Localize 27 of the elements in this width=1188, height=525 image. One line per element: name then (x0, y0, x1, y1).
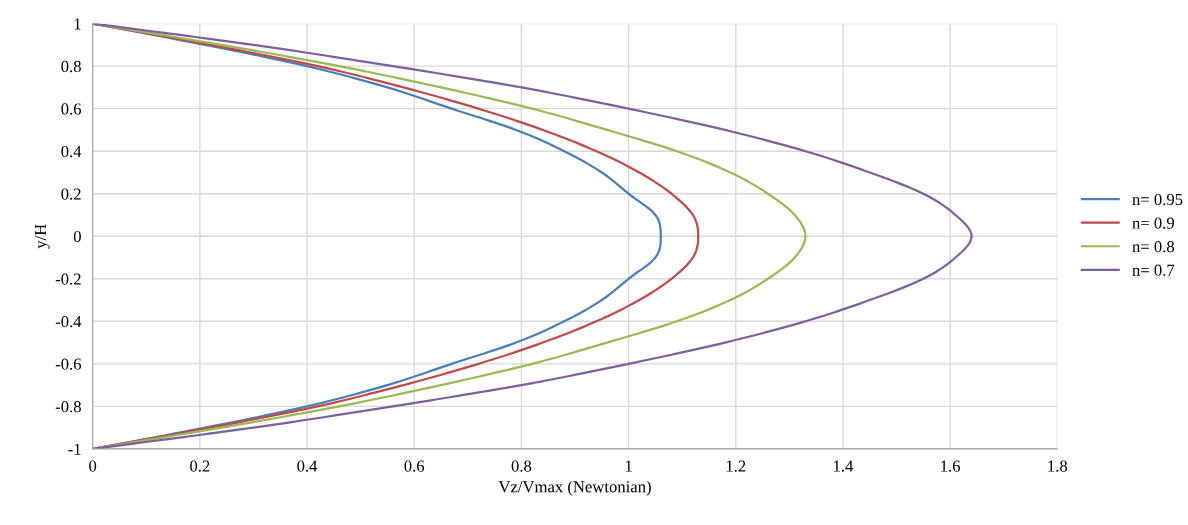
legend-label: n= 0.7 (1132, 264, 1175, 276)
y-tick-label: -0.4 (55, 316, 82, 328)
legend-label: n= 0.95 (1132, 193, 1183, 206)
x-axis-title: Vz/Vmax (Newtonian) (498, 480, 651, 496)
x-tick-label: 1.8 (1048, 460, 1068, 472)
x-tick-label: 0.6 (404, 460, 425, 472)
x-tick-label: 0 (89, 460, 97, 472)
y-tick-label: 0.2 (61, 188, 81, 200)
x-tick-label: 1 (625, 460, 632, 472)
y-tick-label: 0.6 (61, 103, 82, 115)
y-axis-title: y/H (35, 224, 50, 249)
y-tick-label: 0 (73, 230, 81, 243)
x-tick-label: 1.2 (726, 460, 746, 472)
y-tick-label: -0.6 (55, 358, 82, 370)
x-tick-label: 0.8 (511, 460, 532, 472)
y-tick-label: -1 (68, 443, 81, 455)
x-tick-label: 0.2 (190, 460, 210, 472)
x-tick-label: 1.4 (834, 460, 854, 472)
y-tick-label: 1 (74, 18, 81, 30)
legend-label: n= 0.9 (1132, 217, 1175, 229)
x-tick-label: 1.6 (941, 460, 961, 472)
x-tick-label: 0.4 (297, 460, 318, 472)
y-tick-label: 0.8 (61, 60, 81, 73)
legend-label: n= 0.8 (1132, 241, 1175, 253)
y-tick-label: 0.4 (61, 145, 82, 158)
y-tick-label: -0.8 (55, 401, 81, 413)
y-tick-label: -0.2 (55, 273, 81, 285)
